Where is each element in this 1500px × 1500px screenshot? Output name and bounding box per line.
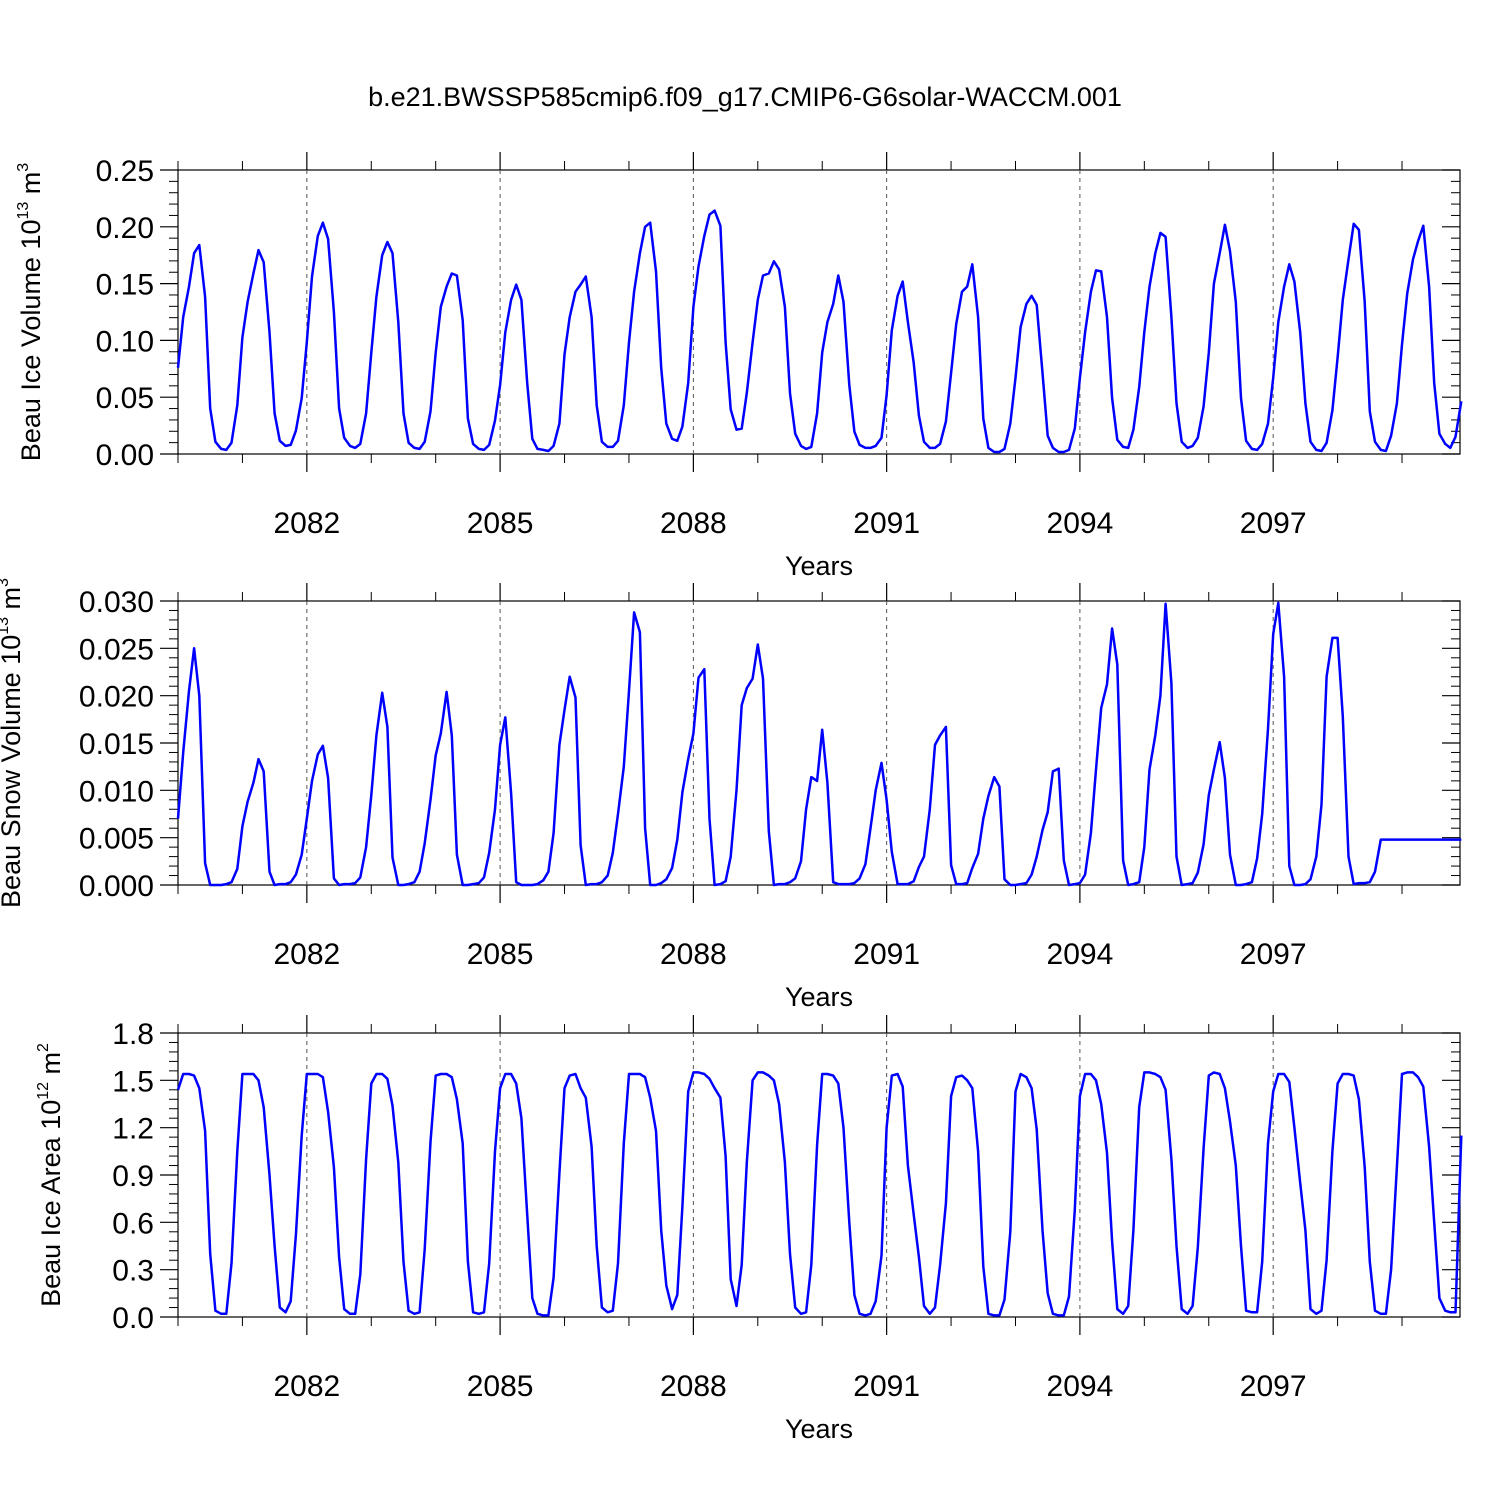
x-tick-label: 2094 xyxy=(1047,507,1114,540)
x-tick-label: 2091 xyxy=(853,507,920,540)
y-tick-label: 0.000 xyxy=(79,870,154,903)
y-tick-label: 0.20 xyxy=(96,212,154,245)
y-axis-label-text: Beau Snow Volume 10 xyxy=(0,635,26,908)
x-axis-label: Years xyxy=(785,1414,853,1444)
y-tick-label: 0.015 xyxy=(79,728,154,761)
y-tick-label: 0.030 xyxy=(79,586,154,619)
y-tick-label: 0.020 xyxy=(79,681,154,714)
y-tick-label: 0.6 xyxy=(112,1207,154,1240)
y-tick-label: 0.00 xyxy=(96,439,154,472)
y-tick-label: 0.05 xyxy=(96,382,154,415)
y-tick-label: 1.5 xyxy=(112,1065,154,1098)
x-tick-label: 2088 xyxy=(660,1370,727,1403)
y-axis-label-unit-exponent: 3 xyxy=(0,578,12,587)
y-tick-label: 1.2 xyxy=(112,1113,154,1146)
panel-snow-volume: 2082 2085 2088 2091 2094 2097 0.000 0.005 0.010 0… xyxy=(0,578,1462,1012)
y-tick-label: 0.0 xyxy=(112,1302,154,1335)
y-tick-label: 0.010 xyxy=(79,775,154,808)
x-tick-label: 2088 xyxy=(660,507,727,540)
plot-frame xyxy=(177,169,1461,455)
y-axis-label: Beau Ice Area 1012 m2 xyxy=(35,1043,66,1307)
y-tick-label: 0.10 xyxy=(96,325,154,358)
panel-ice-volume: 2082 2085 2088 2091 2094 2097 0.00 0.05 0.10 0.15… xyxy=(15,152,1463,581)
x-tick-label: 2097 xyxy=(1240,1370,1307,1403)
y-tick-label: 0.15 xyxy=(96,269,154,302)
x-tick-label: 2085 xyxy=(467,938,534,971)
chart-title: b.e21.BWSSP585cmip6.f09_g17.CMIP6-G6sola… xyxy=(368,82,1122,112)
x-tick-label: 2085 xyxy=(467,507,534,540)
y-axis-label: Beau Ice Volume 1013 m3 xyxy=(15,163,46,461)
x-axis-label: Years xyxy=(785,551,853,581)
x-tick-label: 2094 xyxy=(1047,938,1114,971)
y-tick-label: 0.25 xyxy=(96,155,154,188)
y-axis-label-unit-exponent: 2 xyxy=(35,1043,52,1052)
series-line xyxy=(176,209,1463,454)
y-tick-label: 1.8 xyxy=(112,1018,154,1051)
y-axis-label-unit: m xyxy=(36,1052,66,1082)
y-tick-label: 0.025 xyxy=(79,633,154,666)
x-tick-label: 2097 xyxy=(1240,938,1307,971)
x-tick-label: 2091 xyxy=(853,938,920,971)
y-axis-label-unit-exponent: 3 xyxy=(15,163,32,172)
y-tick-label: 0.3 xyxy=(112,1255,154,1288)
y-axis-label-text: Beau Ice Volume 10 xyxy=(16,220,46,462)
y-axis-label-exponent: 13 xyxy=(15,202,32,220)
x-tick-label: 2091 xyxy=(853,1370,920,1403)
y-axis-label: Beau Snow Volume 1013 m3 xyxy=(0,578,26,908)
x-tick-label: 2097 xyxy=(1240,507,1307,540)
x-tick-label: 2082 xyxy=(273,507,340,540)
series-line xyxy=(176,1071,1463,1317)
x-tick-label: 2082 xyxy=(273,938,340,971)
y-axis-label-exponent: 12 xyxy=(35,1082,52,1100)
x-tick-label: 2082 xyxy=(273,1370,340,1403)
y-axis-label-text: Beau Ice Area 10 xyxy=(36,1100,66,1307)
series-line xyxy=(176,601,1462,887)
x-tick-label: 2094 xyxy=(1047,1370,1114,1403)
panel-ice-area: 2082 2085 2088 2091 2094 2097 0.0 0.3 0.6 0.9 1.2 1… xyxy=(35,1015,1463,1444)
x-axis-label: Years xyxy=(785,982,853,1012)
y-axis-label-unit: m xyxy=(0,587,26,617)
y-tick-label: 0.9 xyxy=(112,1160,154,1193)
x-tick-label: 2088 xyxy=(660,938,727,971)
x-tick-label: 2085 xyxy=(467,1370,534,1403)
y-axis-label-unit: m xyxy=(16,172,46,202)
y-axis-label-exponent: 13 xyxy=(0,617,12,635)
y-tick-label: 0.005 xyxy=(79,823,154,856)
